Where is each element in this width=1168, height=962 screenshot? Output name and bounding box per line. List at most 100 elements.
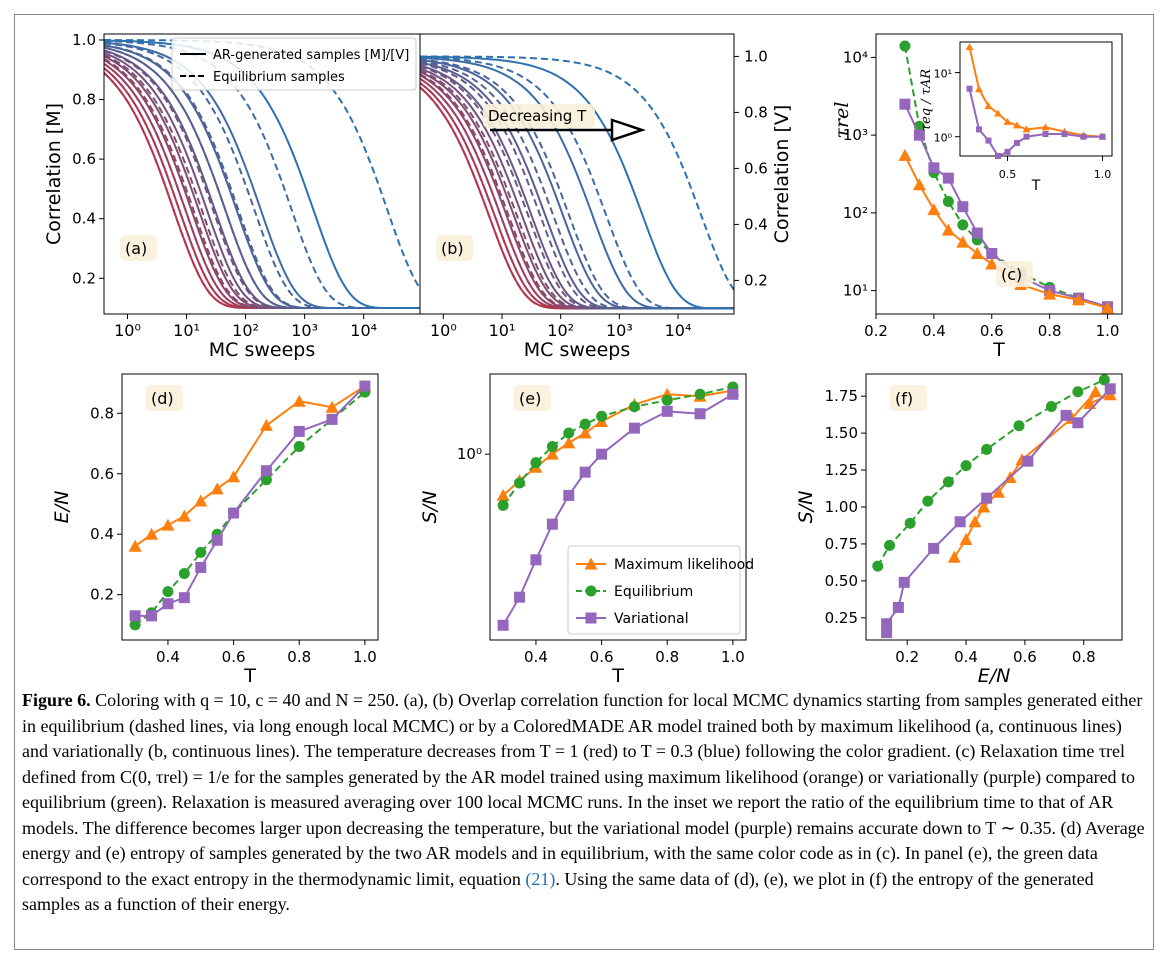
decreasing-t-annotation: Decreasing T bbox=[483, 104, 646, 142]
f-maximum-likelihood-line bbox=[953, 391, 1111, 558]
c-maximum-likelihood-point-10 bbox=[1101, 301, 1115, 314]
f-variational-point-6 bbox=[981, 492, 993, 504]
a-dashed-curve-T0.9 bbox=[104, 67, 420, 309]
a-panel-label-bg bbox=[120, 235, 157, 261]
a-dashed-curve-T0.4 bbox=[104, 42, 420, 309]
figure-6: 10⁰ 10¹ 10² 10³ 10⁴ 0.2 0.4 0.6 0.8 1.0 MC sweeps C… bbox=[43, 31, 1123, 687]
c-inset-xtick-0.5-label: 0.5 bbox=[999, 168, 1017, 181]
c-inset-variational-point-10 bbox=[1099, 133, 1106, 140]
f-xtick-0.6-label: 0.6 bbox=[1013, 648, 1037, 666]
e-xtick-0.4-label: 0.4 bbox=[524, 648, 548, 666]
legend-e-var-label: Variational bbox=[614, 611, 689, 627]
e-equilibrium-point-3 bbox=[546, 440, 558, 452]
e-maximum-likelihood-point-3 bbox=[545, 447, 559, 460]
c-panel-label-bg bbox=[996, 261, 1033, 287]
legend-e-var-marker bbox=[585, 612, 597, 624]
figure-frame bbox=[14, 14, 1154, 950]
panel-a: 10⁰ 10¹ 10² 10³ 10⁴ 0.2 0.4 0.6 0.8 1.0 MC sweeps C… bbox=[43, 31, 421, 361]
c-inset-variational-point-8 bbox=[1061, 131, 1068, 138]
e-maximum-likelihood-point-5 bbox=[578, 426, 592, 439]
c-inset-maximum-likelihood-point-1 bbox=[975, 85, 983, 93]
c-maximum-likelihood-point-4 bbox=[956, 235, 970, 248]
f-equilibrium-point-3 bbox=[922, 495, 934, 507]
f-ytick-1.75-label: 1.75 bbox=[825, 387, 858, 405]
d-ytick-0.6-label: 0.6 bbox=[90, 465, 114, 483]
e-variational-point-0 bbox=[497, 619, 509, 631]
f-variational-point-2 bbox=[892, 601, 904, 613]
f-equilibrium-point-4 bbox=[942, 476, 954, 488]
e-variational-point-2 bbox=[530, 554, 542, 566]
c-inset-variational-point-7 bbox=[1042, 131, 1049, 138]
b-xtick-1-label: 10⁰ bbox=[430, 321, 457, 340]
e-variational-point-10 bbox=[727, 388, 739, 400]
b-xtick-10-label: 10¹ bbox=[489, 321, 516, 340]
b-axes bbox=[419, 33, 735, 315]
e-panel-label: (e) bbox=[519, 389, 541, 408]
d-maximum-likelihood-point-4 bbox=[194, 494, 208, 507]
c-inset-xtick-1-label: 1.0 bbox=[1094, 168, 1112, 181]
e-xtick-0.8-label: 0.8 bbox=[655, 648, 679, 666]
d-maximum-likelihood-point-8 bbox=[292, 394, 306, 407]
curves-b bbox=[420, 55, 734, 310]
d-variational-point-5 bbox=[211, 534, 223, 546]
d-xtick-0.6-label: 0.6 bbox=[222, 648, 246, 666]
d-maximum-likelihood-point-2 bbox=[161, 518, 175, 531]
c-inset-maximum-likelihood-point-3 bbox=[994, 109, 1002, 117]
b-solid-curve-T0.45 bbox=[420, 61, 734, 310]
b-xlabel: MC sweeps bbox=[524, 339, 630, 361]
d-equilibrium-point-7 bbox=[260, 474, 272, 486]
e-ylabel: S/N bbox=[419, 491, 441, 524]
d-equilibrium-point-4 bbox=[195, 546, 207, 558]
c-variational-point-3 bbox=[942, 172, 954, 184]
c-inset-maximum-likelihood-point-2 bbox=[984, 102, 993, 110]
c-maximum-likelihood-point-5 bbox=[970, 247, 984, 260]
f-maximum-likelihood-point-2 bbox=[968, 515, 982, 528]
f-equilibrium-point-9 bbox=[1072, 386, 1084, 398]
legend-dashed-label: Equilibrium samples bbox=[213, 70, 345, 85]
f-equilibrium-point-10 bbox=[1098, 374, 1110, 386]
e-variational-point-3 bbox=[546, 518, 558, 530]
c-inset-variational-point-5 bbox=[1014, 139, 1020, 146]
legend-ab-box bbox=[171, 37, 417, 91]
b-xtick-1000-label: 10³ bbox=[606, 321, 633, 340]
e-equilibrium-point-5 bbox=[579, 418, 591, 430]
c-inset-maximum-likelihood-point-5 bbox=[1013, 121, 1021, 129]
c-variational-point-5 bbox=[971, 227, 983, 239]
d-panel-label-bg bbox=[146, 385, 183, 411]
e-equilibrium-point-2 bbox=[530, 457, 542, 469]
d-variational-point-6 bbox=[228, 507, 240, 519]
caption-equation-link[interactable]: (21) bbox=[525, 868, 556, 889]
c-variational-point-6 bbox=[986, 248, 998, 260]
b-solid-curve-T0.4 bbox=[420, 59, 734, 310]
c-inset-variational-point-6 bbox=[1023, 133, 1030, 140]
b-solid-curve-T0.35 bbox=[420, 57, 734, 310]
c-maximum-likelihood-point-3 bbox=[941, 223, 955, 236]
e-axes bbox=[489, 373, 747, 641]
d-xtick-0.8-label: 0.8 bbox=[287, 648, 311, 666]
d-variational-point-0 bbox=[129, 610, 141, 622]
f-variational-point-3 bbox=[898, 576, 910, 588]
d-variational-point-10 bbox=[359, 380, 371, 392]
e-variational-point-7 bbox=[628, 422, 640, 434]
d-panel-label: (d) bbox=[151, 389, 174, 408]
d-ytick-0.2-label: 0.2 bbox=[90, 586, 114, 604]
f-xtick-0.2-label: 0.2 bbox=[895, 648, 919, 666]
a-xtick-100-label: 10² bbox=[232, 321, 259, 340]
legend-e-eq-label: Equilibrium bbox=[614, 584, 693, 600]
c-xlabel: T bbox=[992, 339, 1005, 361]
c-ytick-1000-label: 10³ bbox=[843, 126, 868, 144]
f-xtick-0.8-label: 0.8 bbox=[1072, 648, 1096, 666]
b-ytick-0.2-label: 0.2 bbox=[744, 271, 768, 289]
c-maximum-likelihood-point-0 bbox=[898, 148, 912, 161]
legend-e-ml-label: Maximum likelihood bbox=[614, 557, 754, 573]
decreasing-t-label-bg bbox=[483, 104, 595, 128]
e-equilibrium-point-1 bbox=[514, 477, 526, 489]
e-equilibrium-point-8 bbox=[661, 394, 673, 406]
c-xtick-0.2-label: 0.2 bbox=[864, 322, 888, 340]
c-maximum-likelihood-point-6 bbox=[985, 257, 999, 270]
e-variational-point-4 bbox=[563, 489, 575, 501]
c-inset-ytick-10-label: 10¹ bbox=[934, 68, 952, 81]
b-ytick-1-label: 1.0 bbox=[744, 47, 768, 65]
